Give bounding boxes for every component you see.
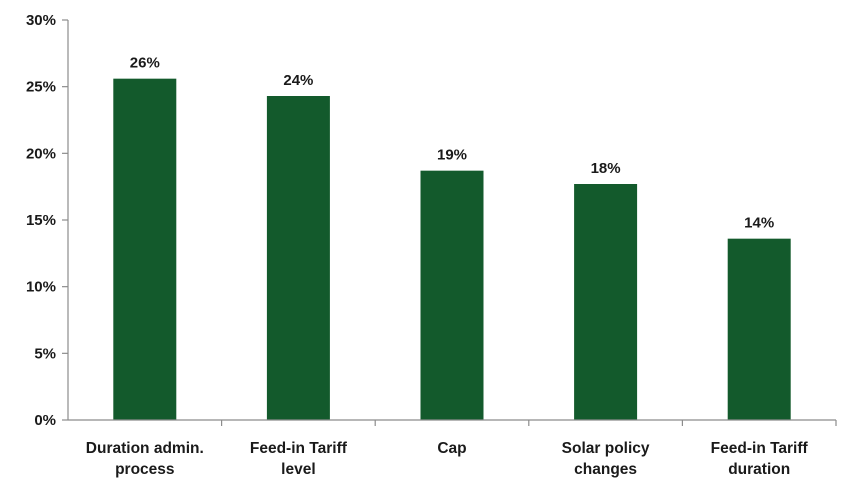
y-tick-label: 10%: [26, 279, 56, 296]
data-label: 24%: [283, 72, 313, 89]
x-axis: Duration admin. process Feed-in Tariff leve…: [68, 419, 837, 478]
data-labels: 26% 24% 19% 18% 14%: [130, 55, 774, 232]
data-label: 14%: [744, 215, 774, 232]
y-tick-label: 15%: [26, 212, 56, 229]
x-category-label: Duration admin. process: [86, 440, 204, 478]
x-category-label: Solar policy changes: [562, 440, 650, 478]
x-category-label-line: Duration admin.: [86, 440, 204, 457]
x-category-label-line: Solar policy: [562, 440, 650, 457]
y-tick-label: 20%: [26, 145, 56, 162]
x-category-label: Feed-in Tariff level: [250, 440, 348, 478]
data-label: 26%: [130, 55, 160, 72]
x-category-label-line: Cap: [437, 440, 466, 457]
x-category-label-line: duration: [728, 461, 790, 478]
bar: [420, 170, 484, 420]
x-category-label-line: process: [115, 461, 174, 478]
x-category-label-line: level: [281, 461, 315, 478]
x-category-label-line: Feed-in Tariff: [250, 440, 348, 457]
y-tick-label: 30%: [26, 12, 56, 29]
bars: [113, 78, 791, 421]
y-tick-label: 0%: [34, 412, 56, 429]
x-category-label: Cap: [437, 440, 466, 457]
y-axis: 0% 5% 10% 15% 20% 25% 30%: [26, 12, 69, 429]
x-category-label-line: Feed-in Tariff: [711, 440, 809, 457]
data-label: 18%: [591, 160, 621, 177]
bar: [727, 238, 791, 420]
bar: [574, 184, 638, 420]
x-category-label: Feed-in Tariff duration: [711, 440, 809, 478]
y-tick-label: 5%: [34, 345, 56, 362]
x-category-label-line: changes: [574, 461, 637, 478]
data-label: 19%: [437, 147, 467, 164]
y-tick-label: 25%: [26, 79, 56, 96]
bar: [266, 96, 330, 420]
bar: [113, 78, 177, 421]
